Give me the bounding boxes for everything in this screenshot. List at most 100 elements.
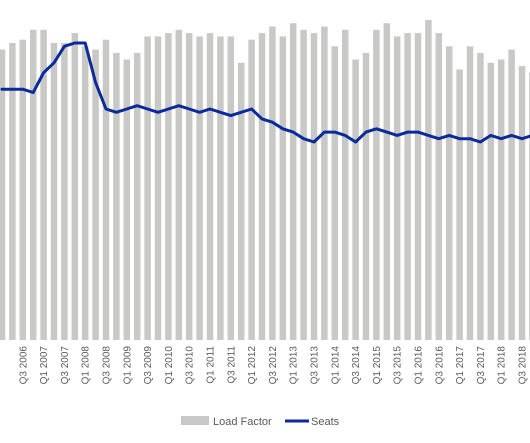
load-factor-bar-q1-2008 — [81, 46, 89, 341]
seats-point-q2-2015 — [386, 131, 388, 133]
x-axis-tick-labels: Q3 2006 Q1 2007 Q3 2007 Q1 2008 Q3 2008 Q1 20… — [18, 346, 529, 385]
load-factor-bar-q2-2016 — [425, 19, 432, 341]
load-factor-bar-q1-2006 — [0, 49, 6, 340]
x-tick-label: Q3 2014 — [351, 346, 362, 385]
x-tick-label: Q1 2011 — [206, 346, 217, 384]
seats-point-q3-2007 — [63, 45, 66, 48]
x-tick-label: Q1 2012 — [247, 346, 258, 385]
load-factor-bar-q3-2009 — [144, 36, 151, 341]
seats-point-q1-2013 — [292, 131, 295, 133]
x-tick-label: Q3 2015 — [393, 346, 404, 385]
x-tick-label: Q1 2010 — [164, 346, 175, 385]
load-factor-bar-q3-2007 — [61, 43, 68, 340]
load-factor-bar-q4-2017 — [487, 62, 495, 341]
load-factor-bar-q3-2013 — [310, 33, 318, 340]
x-tick-label: Q1 2014 — [330, 346, 341, 385]
x-tick-label: Q1 2009 — [122, 346, 133, 385]
seats-point-q1-2011 — [209, 108, 211, 110]
seats-point-q3-2015 — [396, 134, 399, 137]
load-factor-bar-q4-2010 — [196, 36, 203, 341]
load-factor-bars — [0, 19, 530, 341]
seats-point-q3-2016 — [438, 137, 440, 140]
seats-line-layer — [0, 41, 530, 144]
load-factor-bar-q3-2015 — [393, 36, 401, 341]
seats-point-q4-2008 — [115, 111, 118, 114]
load-factor-bar-q2-2012 — [258, 33, 266, 340]
x-tick-label: Q1 2017 — [455, 346, 466, 385]
seats-point-q3-2010 — [188, 108, 190, 110]
seats-point-q4-2015 — [406, 131, 409, 133]
seats-point-q1-2017 — [458, 137, 461, 140]
load-factor-bar-q2-2013 — [300, 29, 307, 341]
load-factor-bar-q3-2006 — [19, 39, 27, 340]
load-factor-bar-q2-2011 — [217, 36, 224, 341]
seats-point-q4-2017 — [490, 134, 492, 137]
load-factor-bar-q3-2017 — [477, 52, 484, 341]
x-tick-label: Q1 2018 — [497, 346, 508, 385]
seats-point-q2-2007 — [53, 62, 55, 64]
seats-point-q2-2013 — [302, 137, 305, 140]
seats-point-q4-2014 — [365, 131, 367, 133]
seats-point-q1-2007 — [42, 71, 45, 74]
load-factor-bar-q4-2011 — [237, 62, 245, 341]
load-factor-bar-q2-2018 — [508, 49, 515, 340]
seats-point-q1-2010 — [167, 108, 170, 110]
x-tick-label: Q1 2013 — [289, 346, 300, 385]
x-tick-label: Q1 2007 — [39, 346, 50, 385]
x-tick-label: Q1 2016 — [414, 346, 425, 385]
load-factor-bar-q3-2016 — [435, 33, 443, 340]
x-tick-label: Q3 2017 — [476, 346, 487, 385]
load-factor-bar-q3-2018 — [518, 66, 526, 340]
seats-point-q2-2006 — [11, 88, 14, 90]
seats-point-q1-2009 — [126, 108, 128, 110]
seats-point-q3-2006 — [22, 88, 24, 90]
seats-point-q3-2008 — [105, 108, 107, 110]
load-factor-bar-q1-2010 — [165, 33, 172, 340]
legend-load-factor-label: Load Factor — [213, 416, 272, 428]
load-factor-bar-q1-2007 — [40, 29, 47, 341]
load-factor-bar-q1-2018 — [497, 59, 505, 340]
x-tick-label: Q1 2015 — [372, 346, 383, 385]
load-factor-bar-q3-2011 — [227, 36, 235, 341]
seats-point-q3-2014 — [354, 141, 357, 143]
load-factor-bar-q4-2009 — [154, 36, 162, 341]
seats-point-q3-2009 — [146, 108, 149, 110]
load-factor-bar-q2-2015 — [383, 23, 391, 340]
seats-point-q4-2006 — [32, 91, 34, 94]
load-factor-bar-q1-2011 — [206, 33, 214, 340]
x-tick-label: Q3 2007 — [60, 346, 71, 385]
seats-point-q4-2009 — [157, 111, 159, 114]
load-factor-bar-q1-2016 — [414, 33, 422, 340]
load-factor-bar-q4-2007 — [71, 33, 79, 340]
load-factor-bar-q1-2013 — [289, 23, 297, 340]
seats-point-q4-2016 — [448, 134, 451, 137]
x-tick-label: Q3 2012 — [268, 346, 279, 385]
seats-line — [0, 41, 530, 144]
x-tick-label: Q3 2013 — [310, 346, 321, 385]
seats-point-q2-2012 — [261, 118, 263, 120]
load-factor-bar-q4-2016 — [445, 46, 453, 341]
x-tick-label: Q3 2018 — [518, 346, 529, 385]
seats-point-q3-2013 — [313, 141, 315, 143]
load-factor-bar-q4-2012 — [279, 36, 287, 341]
x-tick-label: Q3 2009 — [143, 346, 154, 385]
legend: Load Factor Seats — [181, 416, 340, 428]
load-factor-bar-q4-2006 — [29, 29, 37, 341]
load-factor-bar-q2-2014 — [341, 29, 349, 341]
seats-point-q2-2009 — [136, 104, 138, 107]
load-factor-bar-q4-2008 — [113, 52, 120, 341]
x-tick-label: Q1 2008 — [81, 346, 92, 385]
x-tick-label: Q3 2008 — [102, 346, 113, 385]
load-factor-bar-q2-2010 — [175, 29, 183, 341]
seats-point-q4-2010 — [198, 111, 201, 114]
load-factor-bar-q1-2017 — [456, 69, 463, 341]
load-factor-bar-q2-2007 — [50, 43, 58, 340]
seats-point-q1-2012 — [250, 108, 253, 110]
x-tick-label: Q3 2016 — [434, 346, 445, 385]
legend-load-factor-swatch — [181, 416, 209, 425]
seats-point-q4-2012 — [282, 128, 284, 130]
load-factor-bar-q3-2010 — [185, 33, 193, 340]
load-factor-bar-q3-2008 — [102, 39, 110, 340]
seats-point-q4-2011 — [240, 111, 242, 114]
